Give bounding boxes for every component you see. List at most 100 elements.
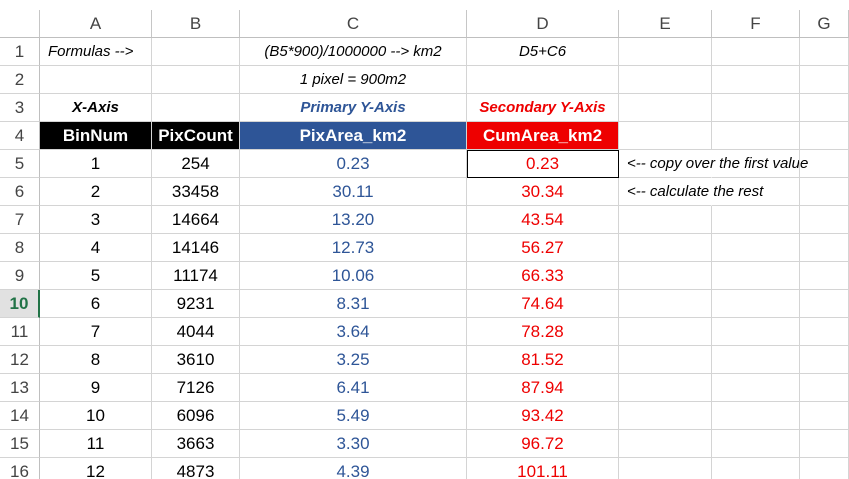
pixcount-cell[interactable]: 14146 xyxy=(152,234,240,262)
pixcount-cell[interactable]: 14664 xyxy=(152,206,240,234)
pixcount-cell[interactable]: 3610 xyxy=(152,346,240,374)
pixcount-cell[interactable]: 7126 xyxy=(152,374,240,402)
cell-e[interactable] xyxy=(619,402,712,430)
pixarea-cell[interactable]: 12.73 xyxy=(240,234,467,262)
cell-b3[interactable] xyxy=(152,94,240,122)
cell-f3[interactable] xyxy=(712,94,800,122)
header-pixarea[interactable]: PixArea_km2 xyxy=(240,122,467,150)
cell-a3[interactable]: X-Axis xyxy=(40,94,152,122)
cell-g[interactable] xyxy=(800,374,849,402)
cell-e4[interactable] xyxy=(619,122,712,150)
pixcount-cell[interactable]: 4044 xyxy=(152,318,240,346)
cell-f[interactable] xyxy=(712,290,800,318)
cell-f1[interactable] xyxy=(712,38,800,66)
pixarea-cell[interactable]: 3.25 xyxy=(240,346,467,374)
row-header[interactable]: 16 xyxy=(0,458,40,479)
cumarea-cell[interactable]: 93.42 xyxy=(467,402,619,430)
column-header-e[interactable]: E xyxy=(619,10,712,38)
row-header[interactable]: 2 xyxy=(0,66,40,94)
binnum-cell[interactable]: 3 xyxy=(40,206,152,234)
cell-f[interactable] xyxy=(712,234,800,262)
row-header[interactable]: 6 xyxy=(0,178,40,206)
cell-g[interactable] xyxy=(800,150,849,178)
row-header[interactable]: 11 xyxy=(0,318,40,346)
row-header[interactable]: 7 xyxy=(0,206,40,234)
column-header-f[interactable]: F xyxy=(712,10,800,38)
cell-e[interactable] xyxy=(619,234,712,262)
binnum-cell[interactable]: 9 xyxy=(40,374,152,402)
column-header-d[interactable]: D xyxy=(467,10,619,38)
cell-e[interactable] xyxy=(619,318,712,346)
row-header[interactable]: 9 xyxy=(0,262,40,290)
cumarea-cell[interactable]: 74.64 xyxy=(467,290,619,318)
row-header[interactable]: 12 xyxy=(0,346,40,374)
cumarea-cell[interactable]: 87.94 xyxy=(467,374,619,402)
pixarea-cell[interactable]: 5.49 xyxy=(240,402,467,430)
cell-f[interactable] xyxy=(712,206,800,234)
cell-d3[interactable]: Secondary Y-Axis xyxy=(467,94,619,122)
cell-c3[interactable]: Primary Y-Axis xyxy=(240,94,467,122)
cell-e[interactable] xyxy=(619,262,712,290)
pixcount-cell[interactable]: 254 xyxy=(152,150,240,178)
cell-g[interactable] xyxy=(800,178,849,206)
pixarea-cell[interactable]: 8.31 xyxy=(240,290,467,318)
cell-f4[interactable] xyxy=(712,122,800,150)
pixcount-cell[interactable]: 9231 xyxy=(152,290,240,318)
cell-g2[interactable] xyxy=(800,66,849,94)
cell-a1[interactable]: Formulas --> xyxy=(40,38,152,66)
binnum-cell[interactable]: 4 xyxy=(40,234,152,262)
cumarea-cell[interactable]: 66.33 xyxy=(467,262,619,290)
cell-e1[interactable] xyxy=(619,38,712,66)
cell-a2[interactable] xyxy=(40,66,152,94)
cell-g1[interactable] xyxy=(800,38,849,66)
row-header[interactable]: 10 xyxy=(0,290,40,318)
pixcount-cell[interactable]: 4873 xyxy=(152,458,240,479)
pixarea-cell[interactable]: 10.06 xyxy=(240,262,467,290)
cell-e[interactable] xyxy=(619,206,712,234)
pixarea-cell[interactable]: 30.11 xyxy=(240,178,467,206)
cell-g[interactable] xyxy=(800,262,849,290)
header-binnum[interactable]: BinNum xyxy=(40,122,152,150)
pixcount-cell[interactable]: 6096 xyxy=(152,402,240,430)
column-header-a[interactable]: A xyxy=(40,10,152,38)
pixcount-cell[interactable]: 3663 xyxy=(152,430,240,458)
cell-f[interactable] xyxy=(712,318,800,346)
cell-g[interactable] xyxy=(800,318,849,346)
binnum-cell[interactable]: 10 xyxy=(40,402,152,430)
header-cumarea[interactable]: CumArea_km2 xyxy=(467,122,619,150)
cumarea-cell[interactable]: 56.27 xyxy=(467,234,619,262)
cell-c1[interactable]: (B5*900)/1000000 --> km2 xyxy=(240,38,467,66)
pixarea-cell[interactable]: 3.64 xyxy=(240,318,467,346)
cell-e[interactable] xyxy=(619,290,712,318)
pixarea-cell[interactable]: 0.23 xyxy=(240,150,467,178)
cell-e[interactable] xyxy=(619,430,712,458)
cell-f[interactable] xyxy=(712,430,800,458)
cumarea-cell[interactable]: 78.28 xyxy=(467,318,619,346)
cell-f[interactable] xyxy=(712,346,800,374)
cell-f2[interactable] xyxy=(712,66,800,94)
binnum-cell[interactable]: 7 xyxy=(40,318,152,346)
cell-g[interactable] xyxy=(800,430,849,458)
cell-g[interactable] xyxy=(800,290,849,318)
cell-b2[interactable] xyxy=(152,66,240,94)
cell-e2[interactable] xyxy=(619,66,712,94)
binnum-cell[interactable]: 6 xyxy=(40,290,152,318)
cell-d2[interactable] xyxy=(467,66,619,94)
select-all-corner[interactable] xyxy=(0,10,40,38)
pixcount-cell[interactable]: 33458 xyxy=(152,178,240,206)
binnum-cell[interactable]: 5 xyxy=(40,262,152,290)
row-header[interactable]: 1 xyxy=(0,38,40,66)
cell-f[interactable] xyxy=(712,402,800,430)
cell-g[interactable] xyxy=(800,234,849,262)
binnum-cell[interactable]: 12 xyxy=(40,458,152,479)
pixarea-cell[interactable]: 3.30 xyxy=(240,430,467,458)
cell-g4[interactable] xyxy=(800,122,849,150)
row-header[interactable]: 8 xyxy=(0,234,40,262)
row-header[interactable]: 5 xyxy=(0,150,40,178)
note-calculate-rest[interactable]: <-- calculate the rest xyxy=(619,178,763,206)
cumarea-cell[interactable]: 30.34 xyxy=(467,178,619,206)
binnum-cell[interactable]: 2 xyxy=(40,178,152,206)
column-header-c[interactable]: C xyxy=(240,10,467,38)
cell-c2[interactable]: 1 pixel = 900m2 xyxy=(240,66,467,94)
cell-e3[interactable] xyxy=(619,94,712,122)
